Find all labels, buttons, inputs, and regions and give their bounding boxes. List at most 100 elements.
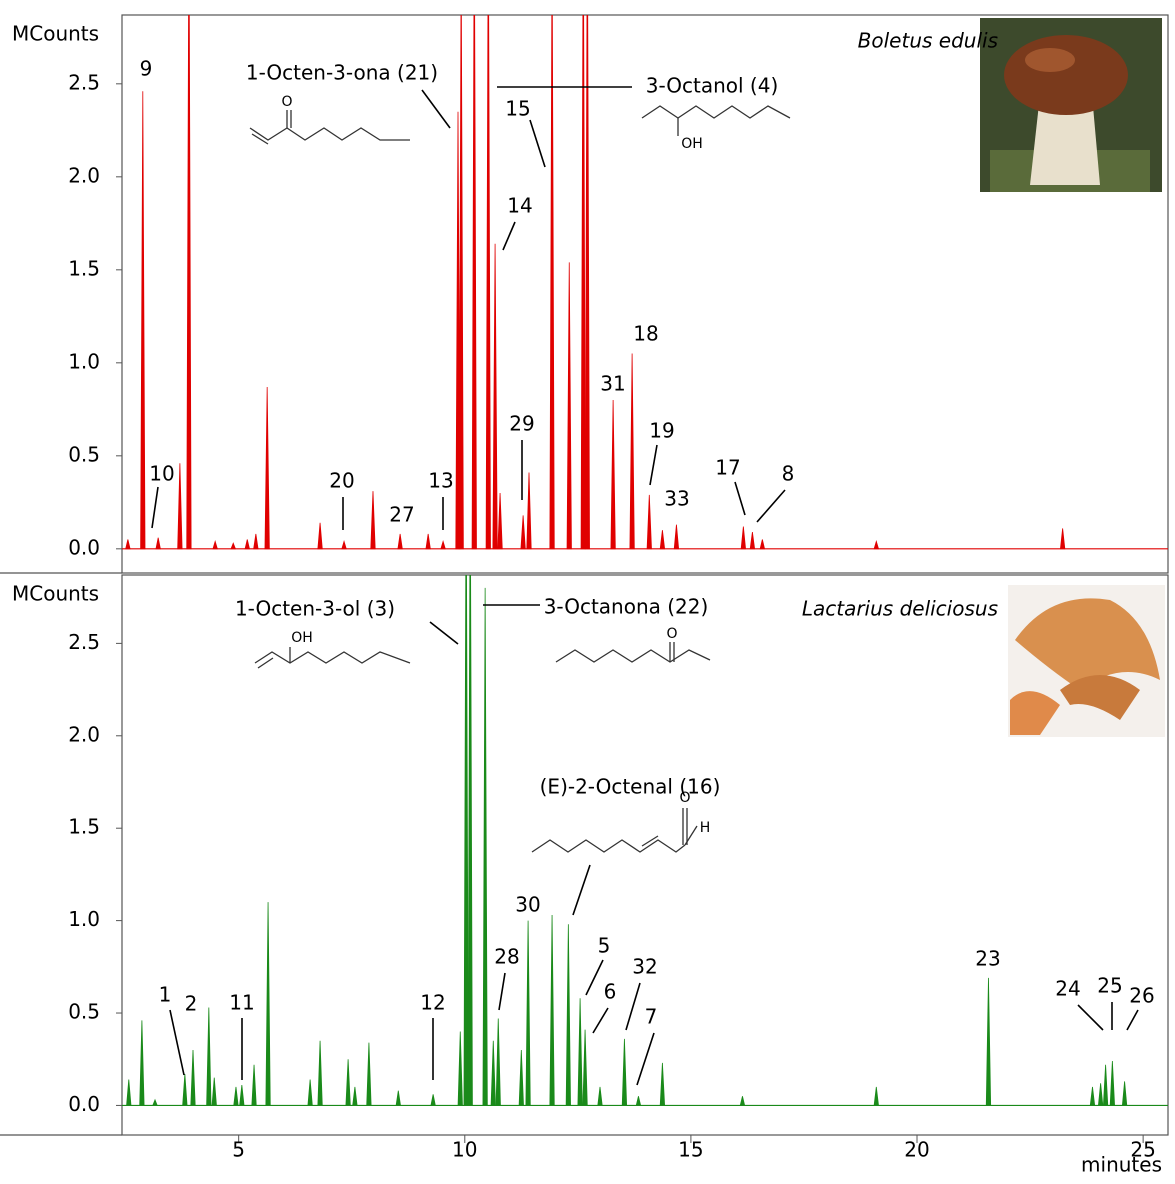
annotation: 6: [604, 980, 617, 1004]
species-name: Boletus edulis: [858, 29, 998, 53]
x-tick-label: 25: [1130, 1138, 1155, 1162]
plot-frame: [121, 574, 1169, 1136]
peak: [629, 353, 635, 550]
annotation: OH: [681, 136, 703, 152]
peak: [317, 522, 323, 550]
peak: [251, 1064, 257, 1106]
annotation: 9: [140, 57, 153, 81]
peak: [1097, 1083, 1104, 1106]
annotation: 33: [664, 487, 689, 511]
annotation: O: [679, 790, 690, 806]
peak: [177, 463, 183, 550]
leader-line: [151, 486, 159, 529]
peak: [518, 1049, 524, 1106]
y-tick-label: 1.0: [68, 349, 100, 373]
peak: [549, 915, 555, 1106]
peak: [873, 1086, 879, 1106]
y-tick-label: 2.0: [68, 163, 100, 187]
peak: [582, 1029, 588, 1106]
peak: [233, 1086, 239, 1106]
annotation: 25: [1097, 974, 1122, 998]
plot-frame: [121, 14, 1169, 574]
leader-line: [572, 864, 591, 916]
annotation: 1: [159, 983, 172, 1007]
leader-line: [429, 621, 459, 645]
annotation: 11: [229, 991, 254, 1015]
structure: [249, 105, 791, 853]
peak: [425, 533, 431, 550]
peak: [317, 1040, 323, 1106]
peak: [759, 539, 766, 550]
peak: [1109, 1061, 1115, 1106]
leader-line: [1077, 1004, 1104, 1031]
peak: [341, 539, 347, 550]
peak: [307, 1079, 313, 1106]
peak: [397, 533, 403, 550]
y-tick-label: 0.0: [68, 535, 100, 559]
peak: [490, 1040, 496, 1106]
x-tick-label: 10: [452, 1138, 477, 1162]
peak: [1089, 1086, 1096, 1106]
photo-lactarius: [1008, 585, 1165, 737]
peak: [740, 526, 747, 550]
peak: [526, 472, 532, 550]
x-axis-label: minutes: [1081, 1153, 1162, 1177]
leader-line: [734, 481, 746, 516]
annotation: 29: [509, 412, 534, 436]
y-tick-label: 1.5: [68, 256, 100, 280]
peak: [659, 1062, 666, 1106]
annotation: H: [700, 820, 711, 836]
annotation: 27: [389, 503, 414, 527]
peak: [1121, 1081, 1128, 1106]
peak: [440, 539, 446, 550]
peak: [395, 1090, 401, 1106]
peak: [646, 494, 652, 550]
peak: [126, 1079, 132, 1106]
peak: [549, 15, 555, 550]
peak: [565, 924, 571, 1106]
peak: [458, 15, 464, 550]
leader-line: [756, 489, 786, 523]
peak: [659, 530, 666, 550]
leader-line: [169, 1009, 185, 1076]
peak: [471, 15, 477, 550]
peak: [264, 386, 270, 550]
leader-line: [625, 982, 641, 1031]
annotation: 2: [185, 992, 198, 1016]
peak: [482, 587, 488, 1106]
peak: [190, 1049, 196, 1106]
peak: [230, 542, 237, 550]
peak: [1102, 1064, 1109, 1106]
annotation: 15: [505, 97, 530, 121]
leader-line: [529, 119, 546, 168]
annotation: 1-Octen-3-ol (3): [235, 597, 395, 621]
photo-boletus: [980, 18, 1162, 192]
peak: [463, 575, 469, 1106]
leader-line: [502, 221, 516, 251]
annotation: O: [666, 626, 677, 642]
y-tick-label: 2.0: [68, 722, 100, 746]
y-tick-label: 2.5: [68, 630, 100, 654]
annotation: 5: [598, 934, 611, 958]
leader-line: [649, 444, 658, 486]
x-tick-label: 20: [904, 1138, 929, 1162]
annotation: 31: [600, 372, 625, 396]
x-tick-label: 15: [678, 1138, 703, 1162]
annotation: 14: [507, 194, 532, 218]
peak: [430, 1094, 436, 1106]
annotation: 24: [1055, 977, 1080, 1001]
annotation: 3-Octanol (4): [646, 74, 779, 98]
peak: [739, 1096, 746, 1106]
annotation: OH: [291, 630, 313, 646]
peak: [366, 1042, 372, 1106]
peak: [621, 1038, 628, 1106]
peak: [182, 1073, 188, 1106]
annotation: 30: [515, 893, 540, 917]
peak: [610, 400, 616, 550]
leader-line: [585, 959, 604, 996]
peak: [212, 539, 218, 550]
peak: [497, 493, 503, 550]
peak: [873, 539, 880, 550]
peak: [597, 1086, 603, 1106]
